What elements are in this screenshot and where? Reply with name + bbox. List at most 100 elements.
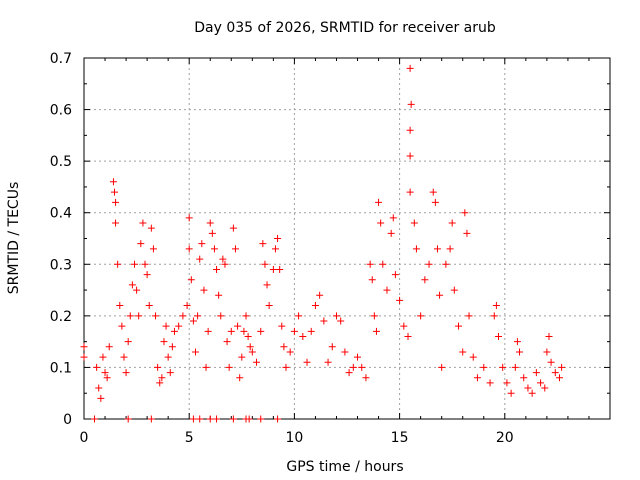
data-point xyxy=(80,353,88,361)
data-point xyxy=(541,384,549,392)
data-point xyxy=(116,302,124,310)
zero-marker xyxy=(274,415,282,423)
y-tick-label: 0.4 xyxy=(50,206,72,222)
data-point xyxy=(253,358,261,366)
data-point xyxy=(320,317,328,325)
data-point xyxy=(461,209,469,217)
data-point xyxy=(349,363,357,371)
data-point xyxy=(156,379,164,387)
data-point xyxy=(490,312,498,320)
data-point xyxy=(389,214,397,222)
data-point xyxy=(407,100,415,108)
data-point xyxy=(189,317,197,325)
data-point xyxy=(263,281,271,289)
data-point xyxy=(170,327,178,335)
data-point xyxy=(551,369,559,377)
zero-marker xyxy=(189,415,197,423)
data-point xyxy=(236,374,244,382)
data-point xyxy=(429,188,437,196)
data-point xyxy=(179,312,187,320)
data-point xyxy=(545,332,553,340)
data-point xyxy=(513,338,521,346)
x-tick-label: 0 xyxy=(80,430,89,446)
data-point xyxy=(208,229,216,237)
data-point xyxy=(400,322,408,330)
data-point xyxy=(547,358,555,366)
data-point xyxy=(516,348,524,356)
plot-frame xyxy=(83,57,611,420)
data-point xyxy=(200,286,208,294)
data-point xyxy=(282,363,290,371)
data-point xyxy=(303,358,311,366)
data-point xyxy=(154,363,162,371)
data-point xyxy=(99,353,107,361)
data-point xyxy=(387,229,395,237)
data-point xyxy=(139,219,147,227)
data-point xyxy=(417,312,425,320)
data-point xyxy=(290,327,298,335)
data-point xyxy=(448,219,456,227)
data-point xyxy=(442,260,450,268)
data-point xyxy=(240,327,248,335)
data-point xyxy=(204,327,212,335)
data-point xyxy=(185,214,193,222)
data-point xyxy=(229,224,237,232)
data-point xyxy=(202,363,210,371)
data-point xyxy=(362,374,370,382)
data-point xyxy=(141,260,149,268)
data-point xyxy=(111,188,119,196)
data-point xyxy=(135,312,143,320)
data-point xyxy=(227,327,235,335)
y-tick-label: 0 xyxy=(63,412,72,428)
data-point xyxy=(196,255,204,263)
data-point xyxy=(492,302,500,310)
data-point xyxy=(299,332,307,340)
data-point xyxy=(95,384,103,392)
data-point xyxy=(377,219,385,227)
data-point xyxy=(231,245,239,253)
data-point xyxy=(120,353,128,361)
data-point xyxy=(219,255,227,263)
data-point xyxy=(368,276,376,284)
data-point xyxy=(406,152,414,160)
data-point xyxy=(238,353,246,361)
data-point xyxy=(274,235,282,242)
data-point xyxy=(261,260,269,268)
data-point xyxy=(242,312,250,320)
data-point xyxy=(463,229,471,237)
data-point xyxy=(80,343,88,351)
data-point xyxy=(118,322,126,330)
zero-marker xyxy=(229,415,237,423)
zero-marker xyxy=(245,415,253,423)
data-point xyxy=(556,374,564,382)
data-point xyxy=(164,353,172,361)
data-point xyxy=(244,332,252,340)
data-point xyxy=(524,384,532,392)
data-point xyxy=(469,353,477,361)
zero-marker xyxy=(206,415,214,423)
data-point xyxy=(168,343,176,351)
y-tick-label: 0.5 xyxy=(50,154,72,170)
data-point xyxy=(316,291,324,299)
data-point xyxy=(93,363,101,371)
data-point xyxy=(105,343,113,351)
data-point xyxy=(145,302,153,310)
zero-marker xyxy=(196,415,204,423)
data-point xyxy=(198,240,206,248)
data-point xyxy=(223,338,231,346)
data-point xyxy=(406,64,414,72)
data-point xyxy=(162,322,170,330)
data-point xyxy=(271,245,279,253)
y-tick-label: 0.2 xyxy=(50,309,72,325)
data-point xyxy=(370,312,378,320)
x-tick-label: 15 xyxy=(391,430,409,446)
data-point xyxy=(412,245,420,253)
data-point xyxy=(280,343,288,351)
data-point xyxy=(166,369,174,377)
x-axis-label: GPS time / hours xyxy=(286,459,403,475)
data-point xyxy=(421,276,429,284)
y-tick-label: 0.3 xyxy=(50,257,72,273)
data-point xyxy=(391,271,399,279)
data-point xyxy=(225,363,233,371)
